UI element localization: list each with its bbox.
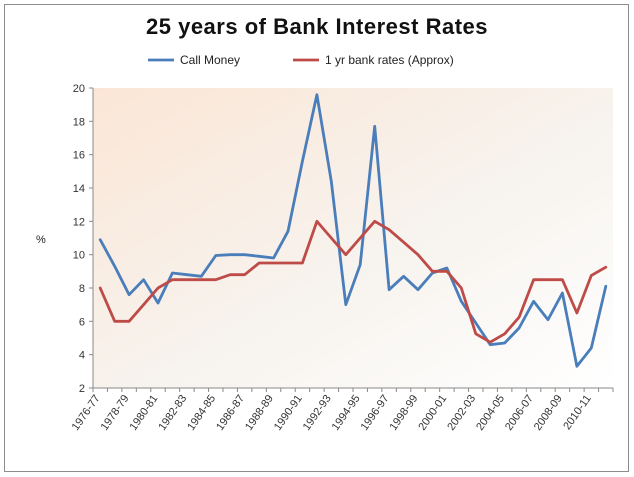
x-tick-label: 1994-95 xyxy=(330,393,363,433)
x-tick-label: 2002-03 xyxy=(445,393,478,433)
x-tick-label: 1986-87 xyxy=(214,393,247,433)
y-tick-label: 14 xyxy=(73,183,85,195)
x-tick-label: 1982-83 xyxy=(156,393,189,433)
series-line-call-money xyxy=(98,93,608,368)
y-tick-label: 10 xyxy=(73,250,85,262)
chart-title: 25 years of Bank Interest Rates xyxy=(146,14,488,39)
y-tick-label: 4 xyxy=(79,350,85,362)
series-lines xyxy=(98,93,608,368)
x-tick-label: 1984-85 xyxy=(185,393,218,433)
y-tick-label: 16 xyxy=(73,150,85,162)
y-tick-label: 8 xyxy=(79,283,85,295)
plot-area xyxy=(93,88,613,388)
x-tick-label: 1980-81 xyxy=(127,393,160,433)
x-tick-label: 1976-77 xyxy=(70,393,103,433)
x-tick-label: 2004-05 xyxy=(474,393,507,433)
x-tick-label: 2006-07 xyxy=(503,393,536,433)
series-line-bank-rates xyxy=(98,219,608,344)
y-tick-label: 6 xyxy=(79,316,85,328)
x-tick-label: 1996-97 xyxy=(359,393,392,433)
x-tick-label: 1998-99 xyxy=(387,393,420,433)
x-tick-label: 1988-89 xyxy=(243,393,276,433)
y-tick-label: 12 xyxy=(73,216,85,228)
x-tick-label: 1992-93 xyxy=(301,393,334,433)
legend-label: Call Money xyxy=(180,53,240,67)
y-tick-label: 2 xyxy=(79,383,85,395)
y-axis-label: % xyxy=(36,234,46,246)
x-tick-label: 2008-09 xyxy=(532,393,565,433)
x-tick-label: 2000-01 xyxy=(416,393,449,433)
x-tick-label: 2010-11 xyxy=(561,393,594,432)
x-tick-label: 1978-79 xyxy=(99,393,132,433)
y-tick-label: 18 xyxy=(73,116,85,128)
x-tick-label: 1990-91 xyxy=(272,393,305,433)
y-tick-label: 20 xyxy=(73,83,85,95)
legend-label: 1 yr bank rates (Approx) xyxy=(325,53,454,67)
legend: Call Money 1 yr bank rates (Approx) xyxy=(148,53,454,67)
